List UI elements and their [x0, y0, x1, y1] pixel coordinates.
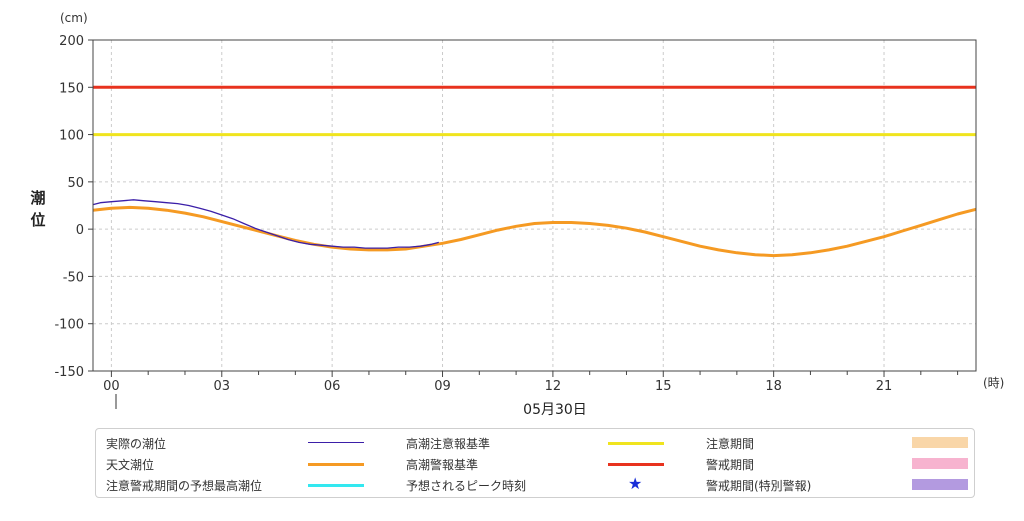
- y-tick-label: -50: [63, 270, 84, 285]
- legend-line-swatch: [608, 442, 664, 445]
- y-tick-label: 100: [59, 129, 84, 144]
- x-tick-label: 00: [103, 379, 120, 394]
- reference-lines: [93, 85, 976, 137]
- series-0-line: [92, 199, 439, 249]
- x-tick-label: 12: [545, 379, 562, 394]
- series-lines: [92, 199, 977, 258]
- legend-label: 注意警戒期間の予想最高潮位: [106, 479, 263, 493]
- x-tick-label: 09: [434, 379, 451, 394]
- y-axis-title-char2: 位: [30, 211, 45, 229]
- legend-line-swatch: [308, 484, 364, 487]
- legend-label: 天文潮位: [106, 458, 155, 472]
- tide-chart: 200 150 100 50 0 -50 -100 -150 00 03 06 09 12 15 18 21…: [30, 11, 1004, 418]
- legend-line-swatch: [308, 463, 364, 466]
- grid-lines: [93, 40, 976, 371]
- legend-box-swatch: [912, 458, 968, 469]
- legend-label: 注意期間: [706, 437, 755, 451]
- date-label: 05月30日: [523, 402, 587, 418]
- x-tick-label: 06: [324, 379, 341, 394]
- y-tick-label: 200: [59, 34, 84, 49]
- legend-box-swatch: [912, 479, 968, 490]
- x-tick-label: 03: [213, 379, 230, 394]
- legend-label: 高潮注意報基準: [406, 437, 491, 451]
- y-tick-label: -150: [54, 365, 84, 380]
- legend-label: 予想されるピーク時刻: [406, 479, 527, 493]
- y-axis-title-char1: 潮: [30, 189, 45, 207]
- legend-line-swatch: [608, 463, 664, 466]
- x-tick-label: 15: [655, 379, 672, 394]
- legend-label: 高潮警報基準: [406, 458, 479, 472]
- y-tick-label: 0: [76, 223, 84, 238]
- series-1-line: [92, 205, 977, 258]
- legend-box-swatch: [912, 437, 968, 448]
- x-tick-label: 21: [876, 379, 893, 394]
- y-unit-label: (cm): [60, 11, 88, 25]
- legend-label: 警戒期間: [706, 458, 755, 472]
- legend: 実際の潮位天文潮位注意警戒期間の予想最高潮位 高潮注意報基準 高潮警報基準予想される…: [95, 428, 975, 498]
- x-tick-label: 18: [765, 379, 782, 394]
- legend-label: 警戒期間(特別警報): [706, 479, 812, 493]
- y-tick-label: 150: [59, 81, 84, 96]
- y-tick-label: -100: [54, 318, 84, 333]
- y-axis-ticks: 200 150 100 50 0 -50 -100 -150: [54, 34, 93, 380]
- plot-frame: [92, 39, 977, 372]
- y-tick-label: 50: [67, 176, 84, 191]
- x-unit-label: (時): [983, 376, 1004, 390]
- legend-label: 実際の潮位: [106, 437, 167, 451]
- x-axis-ticks: 00 03 06 09 12 15 18 21: [103, 371, 959, 394]
- legend-line-swatch: [308, 442, 364, 443]
- star-icon: ★: [628, 474, 643, 493]
